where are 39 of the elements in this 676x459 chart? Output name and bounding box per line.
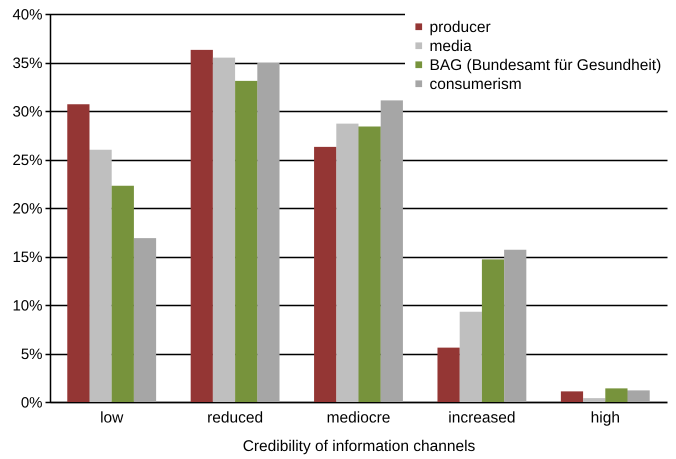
bar <box>212 58 236 402</box>
bar <box>336 124 358 402</box>
bar <box>358 126 381 402</box>
bar <box>67 104 90 402</box>
y-tick-label: 20% <box>12 200 42 218</box>
y-tick-label: 0% <box>20 394 42 412</box>
legend-label: consumerism <box>430 76 522 93</box>
bar <box>628 390 650 402</box>
bar <box>89 150 112 402</box>
legend-label: media <box>430 38 472 55</box>
y-tick-label: 10% <box>12 298 42 314</box>
bar <box>235 80 258 402</box>
bar <box>257 62 280 402</box>
bar <box>560 391 584 402</box>
bar <box>190 50 213 402</box>
legend-label: BAG (Bundesamt für Gesundheit) <box>430 56 662 74</box>
x-tick-label: low <box>100 410 124 426</box>
y-tick-label: 25% <box>12 152 42 169</box>
bar <box>314 146 336 402</box>
bar <box>437 348 460 402</box>
bar <box>460 312 482 402</box>
bar <box>380 100 403 402</box>
legend-label: producer <box>430 18 491 36</box>
y-tick-label: 30% <box>12 104 42 120</box>
x-tick-label: increased <box>448 410 516 426</box>
bar <box>134 238 156 402</box>
bar <box>605 388 628 402</box>
x-tick-label: high <box>590 410 620 426</box>
bar <box>112 186 134 402</box>
x-axis-title: Credibility of information channels <box>242 438 476 455</box>
y-tick-label: 40% <box>12 6 42 24</box>
bar <box>504 250 526 402</box>
bar <box>583 398 606 402</box>
x-tick-label: reduced <box>207 410 264 426</box>
x-tick-label: mediocre <box>326 410 390 426</box>
bar <box>482 259 504 402</box>
y-tick-label: 35% <box>12 55 42 72</box>
y-tick-label: 15% <box>12 249 42 266</box>
y-tick-label: 5% <box>20 346 42 363</box>
